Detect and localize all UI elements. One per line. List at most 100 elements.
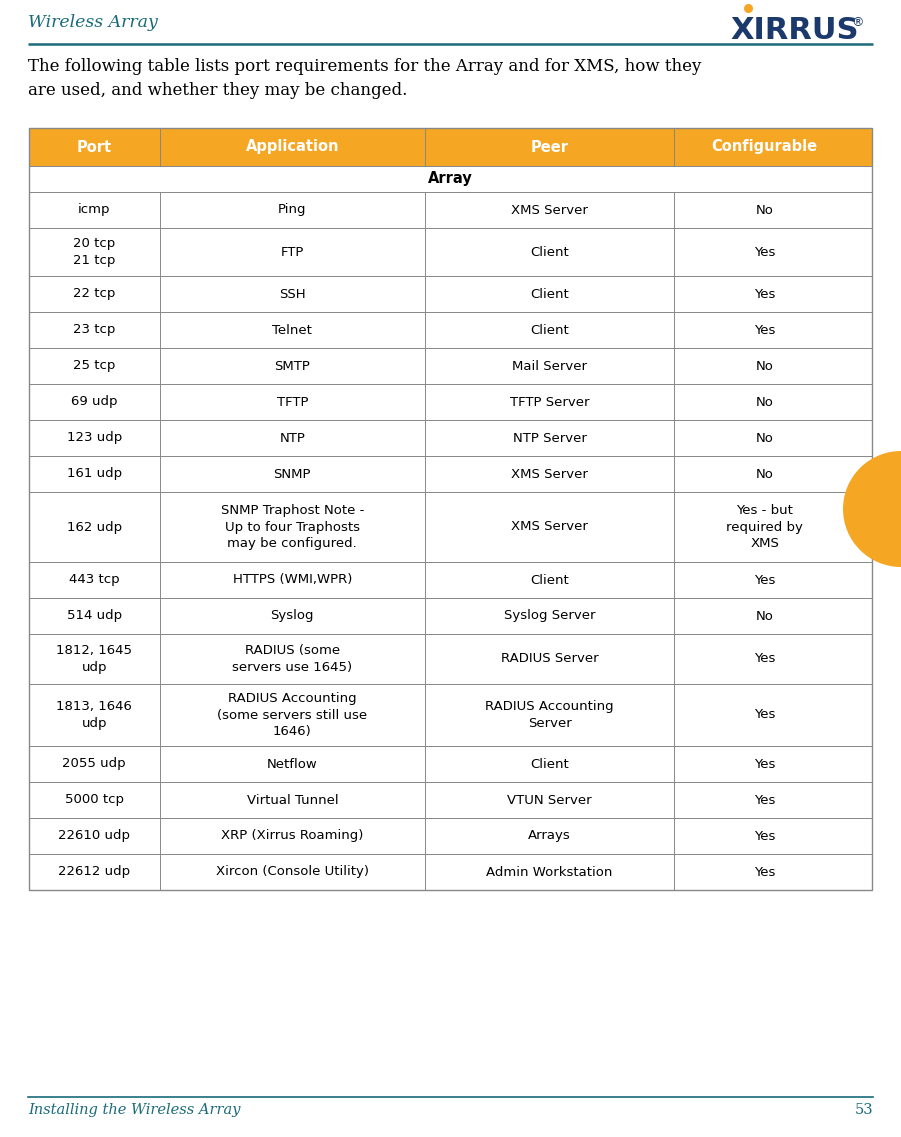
- Bar: [29, 128, 872, 166]
- Text: Admin Workstation: Admin Workstation: [487, 865, 613, 879]
- Bar: [29, 684, 872, 746]
- Text: Yes: Yes: [754, 794, 776, 806]
- Text: 20 tcp
21 tcp: 20 tcp 21 tcp: [73, 238, 115, 267]
- Text: XRP (Xirrus Roaming): XRP (Xirrus Roaming): [221, 830, 364, 843]
- Bar: [29, 562, 872, 598]
- Text: Yes: Yes: [754, 246, 776, 258]
- Text: 53: 53: [854, 1103, 873, 1117]
- Text: 22612 udp: 22612 udp: [59, 865, 131, 879]
- Bar: [29, 192, 872, 229]
- Text: Telnet: Telnet: [272, 324, 313, 337]
- Text: SNMP Traphost Note -
Up to four Traphosts
may be configured.: SNMP Traphost Note - Up to four Traphost…: [221, 504, 364, 550]
- Text: 25 tcp: 25 tcp: [73, 359, 115, 373]
- Bar: [29, 128, 872, 890]
- Text: Syslog: Syslog: [270, 609, 314, 622]
- Text: No: No: [756, 359, 774, 373]
- Text: 69 udp: 69 udp: [71, 396, 117, 408]
- Bar: [29, 312, 872, 348]
- Text: The following table lists port requirements for the Array and for XMS, how they
: The following table lists port requireme…: [28, 58, 701, 99]
- Text: XIRRUS: XIRRUS: [730, 16, 859, 45]
- Bar: [29, 384, 872, 420]
- Text: Yes: Yes: [754, 830, 776, 843]
- Bar: [29, 348, 872, 384]
- Text: 1813, 1646
udp: 1813, 1646 udp: [56, 700, 132, 730]
- Text: Client: Client: [530, 246, 569, 258]
- Bar: [29, 456, 872, 492]
- Bar: [29, 782, 872, 818]
- Bar: [29, 746, 872, 782]
- Text: TFTP: TFTP: [277, 396, 308, 408]
- Text: Netflow: Netflow: [267, 757, 318, 771]
- Text: ®: ®: [851, 16, 863, 30]
- Text: No: No: [756, 467, 774, 481]
- Text: Wireless Array: Wireless Array: [28, 14, 158, 31]
- Bar: [29, 229, 872, 276]
- Text: 22 tcp: 22 tcp: [73, 288, 115, 300]
- Bar: [29, 854, 872, 890]
- Text: NTP Server: NTP Server: [513, 432, 587, 445]
- Bar: [29, 818, 872, 854]
- Text: Client: Client: [530, 324, 569, 337]
- Text: 161 udp: 161 udp: [67, 467, 122, 481]
- Text: RADIUS (some
servers use 1645): RADIUS (some servers use 1645): [232, 645, 352, 674]
- Text: 5000 tcp: 5000 tcp: [65, 794, 123, 806]
- Text: Peer: Peer: [531, 140, 569, 155]
- Text: Application: Application: [246, 140, 339, 155]
- Text: Virtual Tunnel: Virtual Tunnel: [247, 794, 338, 806]
- Text: Installing the Wireless Array: Installing the Wireless Array: [28, 1103, 241, 1117]
- Bar: [29, 598, 872, 634]
- Text: 23 tcp: 23 tcp: [73, 324, 115, 337]
- Text: Yes: Yes: [754, 288, 776, 300]
- Text: RADIUS Accounting
Server: RADIUS Accounting Server: [486, 700, 614, 730]
- Text: XMS Server: XMS Server: [511, 467, 588, 481]
- Text: Mail Server: Mail Server: [512, 359, 587, 373]
- Text: FTP: FTP: [281, 246, 304, 258]
- Text: 123 udp: 123 udp: [67, 432, 122, 445]
- Text: Yes: Yes: [754, 324, 776, 337]
- Text: Configurable: Configurable: [712, 140, 818, 155]
- Text: 162 udp: 162 udp: [67, 521, 122, 533]
- Text: VTUN Server: VTUN Server: [507, 794, 592, 806]
- Text: Array: Array: [428, 172, 473, 186]
- Text: Yes: Yes: [754, 653, 776, 665]
- Text: XMS Server: XMS Server: [511, 521, 588, 533]
- Text: No: No: [756, 432, 774, 445]
- Text: XMS Server: XMS Server: [511, 204, 588, 216]
- Bar: [29, 420, 872, 456]
- Text: Syslog Server: Syslog Server: [504, 609, 596, 622]
- Text: NTP: NTP: [279, 432, 305, 445]
- Text: SNMP: SNMP: [274, 467, 311, 481]
- Text: Client: Client: [530, 757, 569, 771]
- Text: RADIUS Accounting
(some servers still use
1646): RADIUS Accounting (some servers still us…: [217, 692, 368, 738]
- Text: SMTP: SMTP: [275, 359, 310, 373]
- Text: Xircon (Console Utility): Xircon (Console Utility): [216, 865, 369, 879]
- Text: TFTP Server: TFTP Server: [510, 396, 589, 408]
- Text: No: No: [756, 609, 774, 622]
- Text: Client: Client: [530, 288, 569, 300]
- Text: Yes: Yes: [754, 757, 776, 771]
- Bar: [29, 276, 872, 312]
- Text: Port: Port: [77, 140, 112, 155]
- Text: HTTPS (WMI,WPR): HTTPS (WMI,WPR): [232, 573, 352, 587]
- Text: 443 tcp: 443 tcp: [68, 573, 120, 587]
- Bar: [29, 492, 872, 562]
- Text: Arrays: Arrays: [528, 830, 571, 843]
- Bar: [29, 634, 872, 684]
- Text: Ping: Ping: [278, 204, 306, 216]
- Text: Yes: Yes: [754, 708, 776, 722]
- Text: 514 udp: 514 udp: [67, 609, 122, 622]
- Wedge shape: [843, 451, 901, 567]
- Text: 2055 udp: 2055 udp: [62, 757, 126, 771]
- Bar: [29, 166, 872, 192]
- Text: Yes: Yes: [754, 573, 776, 587]
- Text: Yes - but
required by
XMS: Yes - but required by XMS: [726, 504, 803, 550]
- Text: SSH: SSH: [279, 288, 305, 300]
- Text: Yes: Yes: [754, 865, 776, 879]
- Text: No: No: [756, 396, 774, 408]
- Text: Client: Client: [530, 573, 569, 587]
- Text: RADIUS Server: RADIUS Server: [501, 653, 598, 665]
- Text: 22610 udp: 22610 udp: [59, 830, 130, 843]
- Text: icmp: icmp: [78, 204, 111, 216]
- Text: No: No: [756, 204, 774, 216]
- Text: 1812, 1645
udp: 1812, 1645 udp: [56, 645, 132, 674]
